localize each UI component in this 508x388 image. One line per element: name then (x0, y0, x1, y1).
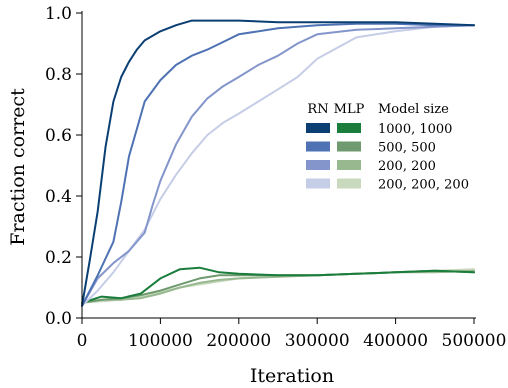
legend-label: 200, 200 (378, 159, 436, 174)
y-tick-label: 0.2 (45, 248, 72, 268)
legend-swatch-mlp (337, 160, 361, 170)
y-tick-label: 0.6 (45, 126, 72, 146)
series-line-rn-1000-1000 (81, 19, 475, 307)
legend-swatch-mlp (337, 178, 361, 189)
legend-label: 500, 500 (378, 141, 436, 156)
legend-swatch-mlp (337, 141, 361, 152)
x-tick-label: 200000 (206, 331, 271, 351)
x-tick-label: 500000 (442, 331, 507, 351)
legend-swatch-mlp (337, 123, 361, 133)
series-line-mlp-1000-1000 (81, 266, 475, 304)
legend-swatch-rn (306, 123, 330, 133)
legend: RN MLP Model size 1000, 1000 500, 500 200, 20… (306, 102, 469, 193)
y-tick-label: 1.0 (45, 4, 72, 24)
legend-swatch-rn (306, 160, 330, 170)
series-line-rn-200-200 (81, 24, 475, 307)
x-tick-label: 300000 (285, 331, 350, 351)
axes-layer: 0.0 0.2 0.4 0.6 0.8 1.0 0 100000 200000 300000 400… (45, 4, 507, 351)
legend-swatch-rn (306, 141, 330, 152)
series-line-rn-500-500 (81, 22, 475, 307)
legend-label: 1000, 1000 (378, 122, 452, 137)
legend-header: Model size (378, 102, 449, 117)
series-layer (81, 19, 475, 307)
x-tick-label: 400000 (363, 331, 428, 351)
x-tick-label: 0 (77, 331, 88, 351)
x-tick-label: 100000 (128, 331, 193, 351)
legend-header: MLP (334, 102, 365, 117)
legend-header: RN (307, 102, 328, 117)
y-tick-label: 0.8 (45, 65, 72, 85)
y-tick-label: 0.4 (45, 187, 72, 207)
y-tick-label: 0.0 (45, 309, 72, 329)
legend-swatch-rn (306, 178, 330, 189)
legend-label: 200, 200, 200 (378, 178, 469, 193)
x-axis-title: Iteration (250, 365, 334, 387)
y-axis-title: Fraction correct (7, 88, 29, 246)
